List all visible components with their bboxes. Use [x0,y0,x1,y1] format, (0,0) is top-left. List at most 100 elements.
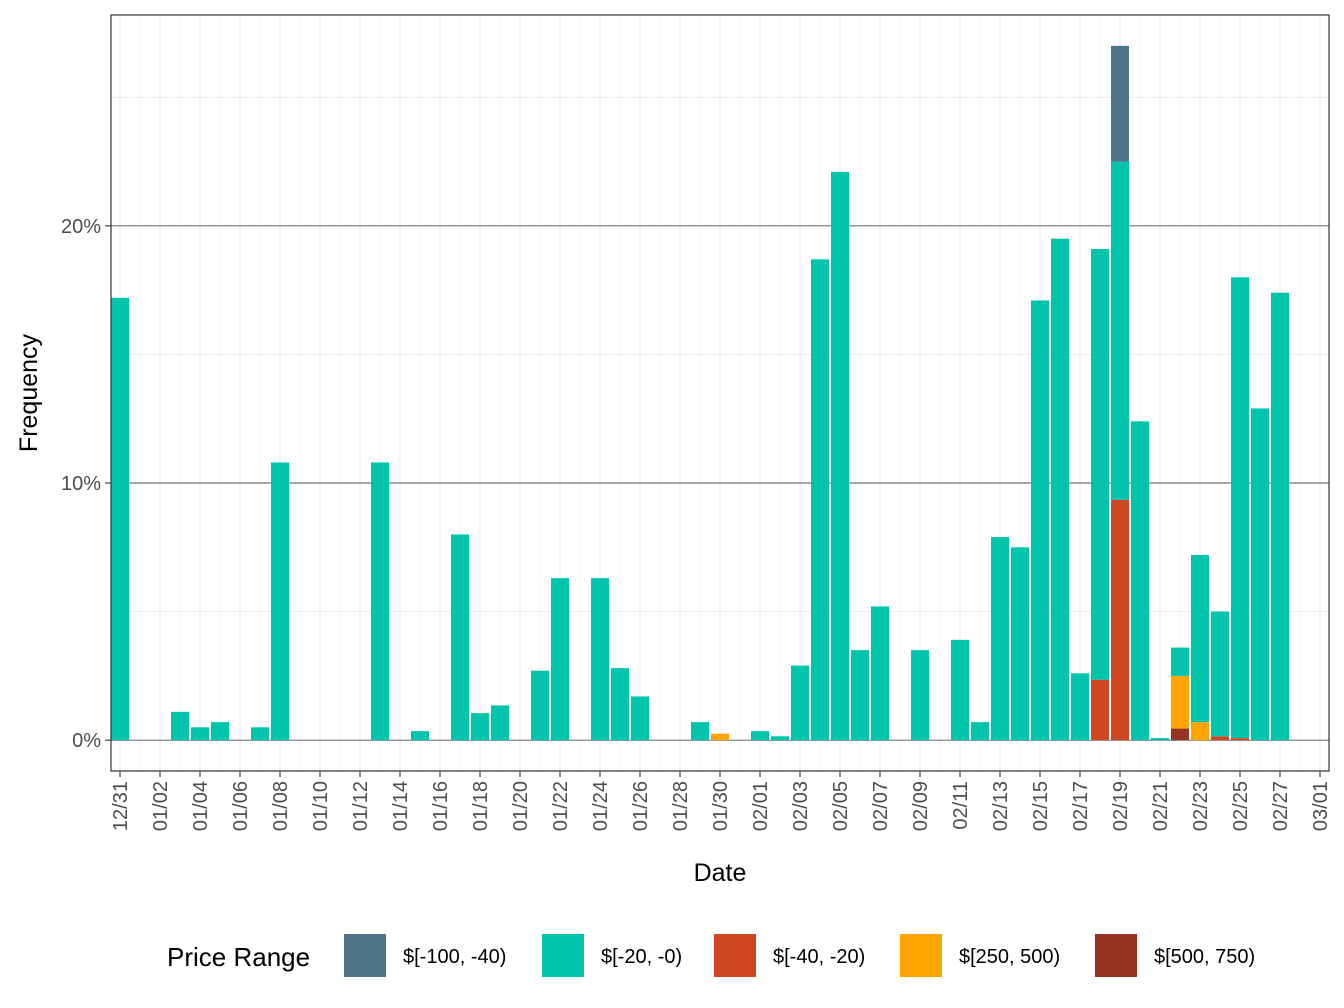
bar-segment [1031,300,1049,741]
bar-segment [951,639,969,741]
bar-segment [451,534,469,741]
bar-segment [471,713,489,741]
legend-key [1095,934,1137,977]
x-tick-label: 01/02 [150,781,172,831]
x-tick-label: 02/09 [910,781,932,831]
legend-label: $[250, 500) [959,946,1060,968]
x-tick-label: 01/08 [270,781,292,831]
bar-segment [791,665,809,741]
bar-series [111,45,1289,741]
y-tick-label: 0% [72,730,101,752]
bar-segment [411,731,429,741]
y-tick-label: 20% [61,216,101,238]
legend-title: Price Range [167,942,310,972]
bar-segment [711,733,729,741]
x-tick-label: 02/07 [870,781,892,831]
bar-segment [811,259,829,741]
bar-segment [551,578,569,741]
x-tick-label: 02/17 [1070,781,1092,831]
bar-segment [1231,277,1249,739]
legend-key [714,934,756,977]
bar-segment [1071,673,1089,741]
bar-segment [1251,408,1269,741]
x-tick-label: 01/06 [230,781,252,831]
legend-label: $[500, 750) [1154,946,1255,968]
legend-key [344,934,386,977]
bar-segment [1171,675,1189,729]
legend-key [900,934,942,977]
x-tick-label: 01/26 [630,781,652,831]
bar-segment [191,727,209,741]
x-tick-label: 12/31 [110,781,132,831]
bar-segment [911,650,929,741]
bar-segment [771,736,789,741]
x-tick-label: 01/24 [590,781,612,831]
legend-label: $[-100, -40) [403,946,506,968]
bar-segment [1111,161,1129,500]
bar-segment [1091,679,1109,741]
bar-segment [1211,736,1229,741]
bar-segment [1271,292,1289,741]
x-tick-label: 02/01 [750,781,772,831]
x-tick-label: 02/11 [950,781,972,830]
bar-segment [1231,738,1249,741]
x-tick-label: 02/13 [990,781,1012,831]
x-tick-label: 02/15 [1030,781,1052,831]
legend-key [542,934,584,977]
bar-segment [991,537,1009,741]
bar-segment [111,297,129,741]
bar-segment [1131,421,1149,741]
bar-segment [531,670,549,741]
bar-segment [751,731,769,741]
bar-segment [1111,499,1129,741]
bar-segment [491,705,509,741]
x-tick-label: 01/04 [190,781,212,831]
bar-segment [1191,555,1209,723]
bar-segment [1171,647,1189,676]
x-axis: 12/31 01/02 01/04 01/06 01/08 01/10 01/12 01/14… [110,771,1332,831]
bar-segment [611,668,629,741]
bar-segment [1051,238,1069,741]
x-tick-label: 01/14 [390,781,412,831]
bar-segment [171,711,189,741]
x-axis-title: Date [694,859,747,887]
bar-segment [631,696,649,741]
x-tick-label: 02/27 [1270,781,1292,831]
bar-segment [271,462,289,741]
bar-segment [691,722,709,741]
x-tick-label: 01/12 [350,781,372,831]
x-tick-label: 03/01 [1310,781,1332,831]
y-axis: 0% 10% 20% [61,216,111,752]
x-tick-label: 01/28 [670,781,692,831]
x-tick-label: 02/05 [830,781,852,831]
bar-segment [831,171,849,741]
x-tick-label: 02/03 [790,781,812,831]
bar-segment [1151,738,1169,741]
legend-label: $[-20, -0) [601,946,682,968]
x-tick-label: 01/30 [710,781,732,831]
legend-label: $[-40, -20) [773,946,865,968]
y-tick-label: 10% [61,473,101,495]
bar-segment [1171,728,1189,741]
bar-segment [971,722,989,741]
bar-segment [871,606,889,741]
bar-segment [1111,45,1129,162]
bar-segment [211,722,229,741]
bar-segment [591,578,609,741]
bar-segment [1211,611,1229,737]
x-tick-label: 02/19 [1110,781,1132,831]
x-tick-label: 01/18 [470,781,492,831]
x-tick-label: 01/20 [510,781,532,831]
y-axis-title: Frequency [15,333,43,452]
x-tick-label: 02/21 [1150,781,1172,831]
bar-segment [251,727,269,741]
bar-segment [851,650,869,741]
bar-segment [1091,249,1109,680]
x-tick-label: 01/10 [310,781,332,831]
x-tick-label: 01/16 [430,781,452,831]
legend: Price Range $[-100, -40) $[-20, -0) $[-40,… [167,934,1255,977]
x-tick-label: 01/22 [550,781,572,831]
bar-segment [1011,547,1029,741]
